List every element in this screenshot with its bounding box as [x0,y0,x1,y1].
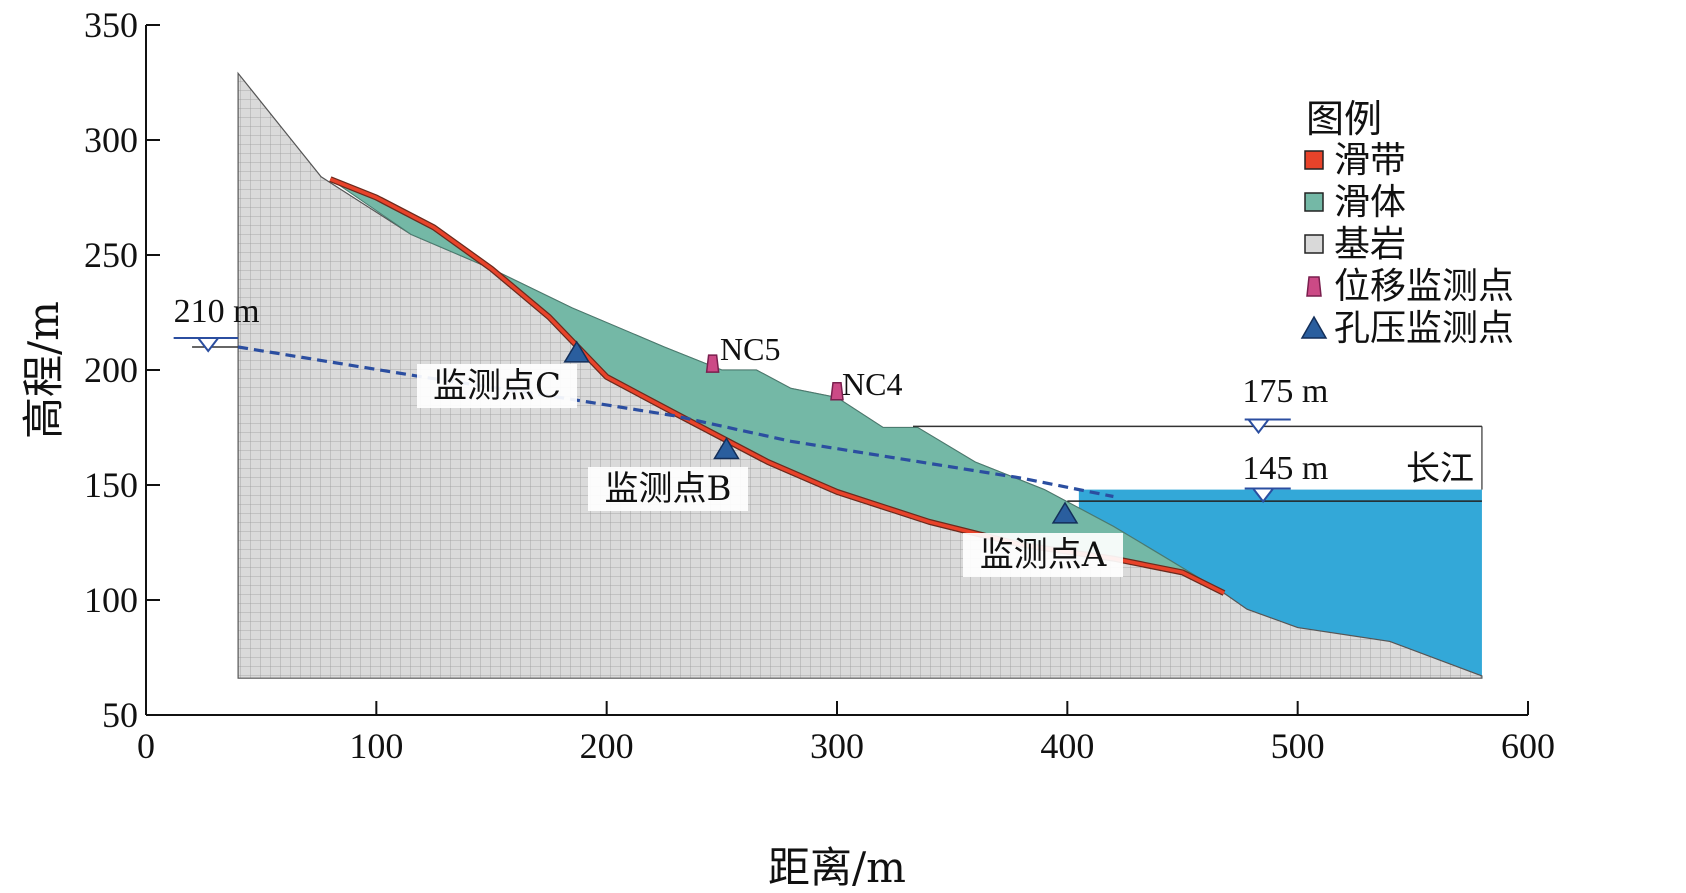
x-tick-label: 200 [580,726,634,766]
legend-item-label: 基岩 [1334,224,1406,265]
water-level-label: 175 m [1242,373,1328,410]
x-tick-label: 300 [810,726,864,766]
water-level-marker-icon [1246,418,1271,435]
monitoring-points: 监测点A 监测点B 监测点C NC5 NC4 [417,331,1123,577]
y-axis-title: 高程/m [19,301,68,439]
displacement-point-label: NC5 [720,331,780,367]
water-level-marker-icon [1251,487,1276,504]
legend-pore-icon [1300,315,1328,339]
water-level-markers: 210 m 175 m 145 m 长江 [173,293,1474,504]
x-tick-label: 600 [1501,726,1555,766]
y-tick-label: 250 [84,235,138,275]
water-level-label: 210 m [174,293,260,330]
y-tick-label: 300 [84,120,138,160]
x-tick-label: 500 [1271,726,1325,766]
legend-displacement-icon [1306,276,1322,297]
legend-swatch-icon [1304,150,1324,170]
legend-swatch-icon [1304,192,1324,212]
water-level-marker-icon [196,337,221,353]
x-tick-label: 0 [137,726,155,766]
point-label-background [417,364,577,408]
pore-pressure-marker-icon [1051,501,1079,524]
legend-item-label: 滑体 [1334,182,1406,223]
y-tick-label: 350 [84,5,138,45]
x-tick-label: 100 [349,726,403,766]
legend-item-label: 滑带 [1334,140,1406,181]
displacement-marker-icon [830,381,844,401]
legend-swatch-icon [1304,234,1324,254]
point-label-background [963,533,1123,577]
legend-item-label: 位移监测点 [1334,266,1514,307]
displacement-marker-icon [705,354,720,373]
pore-pressure-point-label: 监测点B [605,469,732,509]
reference-lines [913,425,1483,502]
legend-title: 图例 [1306,97,1382,141]
pore-pressure-point-label: 监测点A [980,535,1107,575]
point-label-background [588,467,748,511]
river-label: 长江 [1406,449,1474,489]
y-tick-label: 100 [84,580,138,620]
displacement-point-label: NC4 [842,366,902,402]
legend-item-label: 孔压监测点 [1334,308,1514,349]
x-axis-title: 距离/m [768,843,906,892]
pore-pressure-point-label: 监测点C [433,366,561,406]
y-tick-label: 200 [84,350,138,390]
y-tick-label: 150 [84,465,138,505]
pore-pressure-marker-icon [563,340,591,363]
y-tick-label: 50 [102,695,138,735]
x-tick-label: 400 [1040,726,1094,766]
water-level-label: 145 m [1242,450,1328,487]
axes: 50 100 150 200 250 300 350 0 100 200 300 400 500 600 距… [19,5,1555,892]
pore-pressure-marker-icon [713,437,740,460]
